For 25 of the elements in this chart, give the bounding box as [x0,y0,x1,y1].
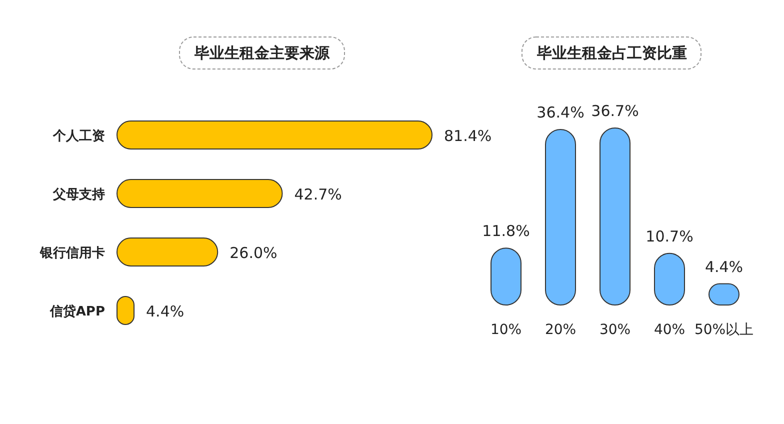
chart-title: 毕业生租金主要来源 [194,44,330,62]
data-label: 81.4% [444,127,492,145]
chart-title: 毕业生租金占工资比重 [536,44,687,62]
x-tick-label: 10% [490,322,522,338]
bar [116,179,283,208]
y-tick-label: 银行信用卡 [39,246,105,261]
data-label: 26.0% [230,244,278,262]
bar [116,120,432,150]
data-label: 36.7% [591,102,639,120]
bar [116,238,218,266]
x-tick-label: 20% [544,322,576,338]
data-label: 10.7% [646,227,694,246]
data-label: 42.7% [294,186,342,204]
data-label: 4.4% [146,302,184,320]
data-label: 11.8% [482,222,530,240]
x-tick-label: 50%以上 [694,322,754,338]
y-tick-label: 个人工资 [52,129,105,144]
y-tick-label: 父母支持 [52,188,105,202]
data-label: 4.4% [704,258,744,276]
x-tick-label: 30% [599,322,631,338]
y-tick-label: 信贷APP [48,304,105,320]
bar [545,128,576,306]
bar [600,128,630,306]
x-tick-label: 40% [654,322,686,338]
data-label: 36.4% [536,103,584,122]
